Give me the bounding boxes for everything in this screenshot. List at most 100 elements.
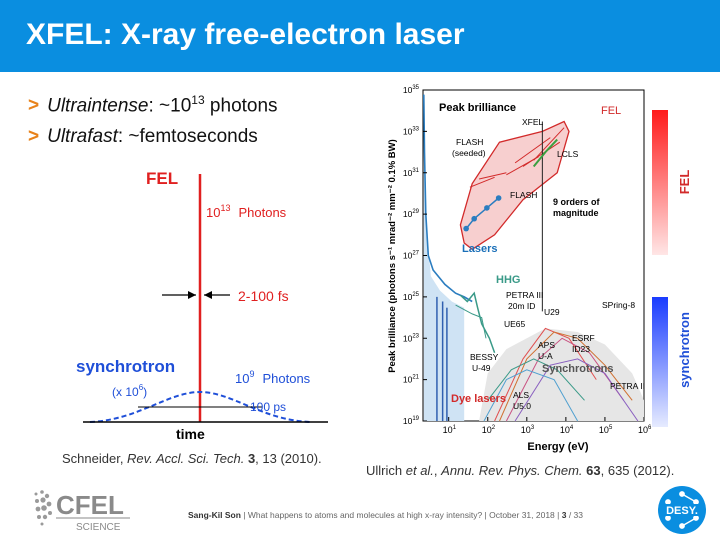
y-tick-label: 1027 (403, 251, 420, 261)
annotation-petra2: PETRA II (610, 381, 645, 391)
y-tick-label: 1019 (403, 416, 420, 426)
annotation-lasers: Lasers (462, 243, 497, 255)
synchrotron-curve (494, 327, 597, 422)
flash-point (463, 225, 469, 232)
fel-source-line (506, 156, 539, 176)
cfel-logo-subtext: SCIENCE (76, 522, 121, 532)
bullet-text: : ~femtoseconds (117, 126, 258, 147)
fel-duration-label: 2-100 fs (238, 288, 289, 304)
fel-source-line (469, 176, 495, 188)
sync-scale-label: (x 106) (112, 383, 147, 399)
synchrotron-curve (483, 369, 579, 422)
flash-point (495, 195, 502, 201)
flash-point (471, 215, 478, 222)
x-tick-label: 103 (521, 425, 535, 435)
right-citation: Ullrich et al., Annu. Rev. Phys. Chem. 6… (366, 463, 675, 478)
synchrotron-label: synchrotron (76, 357, 175, 376)
laser-region (423, 94, 473, 421)
bullet-arrow-icon: > (28, 95, 40, 117)
annotation-synchrotrons: Synchrotrons (542, 363, 614, 375)
time-axis-label: time (176, 426, 205, 442)
y-tick-label: 1021 (403, 375, 420, 385)
cfel-logo-text: CFEL (56, 490, 124, 520)
sync-photons-label: 109 Photons (235, 369, 311, 386)
y-tick-label: 1035 (403, 85, 420, 95)
x-axis-label: Energy (eV) (527, 441, 588, 453)
data-series (455, 138, 558, 353)
bullet-text: : ~10 (148, 95, 192, 117)
fel-photons-label: 1013 Photons (206, 203, 287, 220)
annotation-flash-seeded-2: (seeded) (452, 148, 486, 158)
pulse-comparison-figure: FEL 1013 Photons 2-100 fs synchrotron (x … (76, 169, 328, 442)
bullet-text-end: photons (204, 95, 278, 117)
fel-side-label: FEL (677, 170, 692, 195)
arrow-head-icon (188, 291, 196, 299)
synchrotron-curves (483, 327, 639, 422)
x-tick-label: 106 (638, 425, 652, 435)
annotation-esrf: ESRF (572, 333, 595, 343)
hhg-secondary-line (455, 304, 487, 339)
annotation-bessy-2: U-49 (472, 363, 491, 373)
annotation-hhg: HHG (496, 274, 520, 286)
fel-region (459, 120, 570, 312)
desy-logo: DESY. (658, 486, 706, 534)
annotation-fel: FEL (601, 105, 621, 117)
lcls-series-line (532, 138, 558, 168)
y-tick-label: 1029 (403, 209, 420, 219)
annotation-flash-seeded: FLASH (456, 137, 483, 147)
x-tick-label: 105 (599, 425, 613, 435)
title-bar: XFEL: X-ray free-electron laser (0, 0, 720, 72)
bullet-label: Ultraintense (47, 95, 149, 117)
fel-source-line (514, 137, 551, 164)
annotation-als-2: U5.0 (513, 401, 531, 411)
annotation-xfel: XFEL (522, 117, 544, 127)
bullet-intensity: > Ultraintense: ~1013 photons (28, 93, 278, 117)
cfel-logo: CFEL SCIENCE (34, 490, 130, 532)
chart-title: Peak brilliance (439, 102, 516, 114)
annotation-petra3: PETRA III (506, 290, 543, 300)
synchrotron-color-bar (652, 297, 668, 427)
annotation-als: ALS (513, 390, 529, 400)
bullet-sup: 13 (191, 93, 205, 107)
bullet-arrow-icon: > (28, 126, 40, 147)
flash-point (484, 205, 490, 211)
fel-label: FEL (146, 169, 178, 188)
desy-logo-text: DESY. (666, 505, 698, 517)
annotation-bessy: BESSY (470, 352, 499, 362)
arrow-head-icon (204, 291, 212, 299)
x-tick-label: 104 (560, 425, 574, 435)
synchrotron-pulse-curve (89, 390, 311, 423)
peak-brilliance-chart: 101 102 103 104 105 106 1019 1021 1023 1025 1027 10… (387, 85, 692, 453)
fel-source-line (533, 127, 565, 161)
annotation-dye-lasers: Dye lasers (451, 393, 506, 405)
synchrotron-curve (505, 337, 625, 422)
annotation-aps-2: U-A (538, 351, 553, 361)
annotation-nine-orders-2: magnitude (553, 208, 599, 218)
synchrotron-side-label: synchrotron (677, 312, 692, 388)
fel-source-line (478, 172, 507, 180)
fel-color-bar (652, 110, 668, 255)
hhg-series-line (459, 291, 496, 353)
y-tick-label: 1025 (403, 292, 420, 302)
y-axis-label: Peak brilliance (photons s⁻¹ mrad⁻² mm⁻²… (387, 139, 398, 373)
synchrotron-curve (499, 331, 633, 422)
sync-duration-label: 100 ps (250, 400, 286, 414)
synchrotron-curve (487, 358, 585, 401)
left-citation: Schneider, Rev. Accl. Sci. Tech. 3, 13 (… (62, 451, 322, 466)
annotation-spring8: SPring-8 (602, 300, 635, 310)
slide-title: XFEL: X-ray free-electron laser (26, 18, 465, 51)
laser-fill (423, 94, 465, 421)
synchrotron-curve (514, 358, 639, 422)
annotation-nine-orders: 9 orders of (553, 197, 601, 207)
annotation-esrf-2: ID23 (572, 344, 590, 354)
y-tick-label: 1033 (403, 126, 420, 136)
y-tick-label: 1023 (403, 333, 420, 343)
axis-ticks: 101 102 103 104 105 106 1019 1021 1023 1025 1027 10… (403, 85, 652, 435)
annotation-flash: FLASH (510, 190, 537, 200)
bullet-label: Ultrafast (47, 126, 118, 147)
annotation-ue65: UE65 (504, 319, 526, 329)
annotation-lcls: LCLS (557, 149, 579, 159)
footer-text: Sang-Kil Son | What happens to atoms and… (188, 510, 583, 520)
flash-series-line (465, 197, 500, 230)
